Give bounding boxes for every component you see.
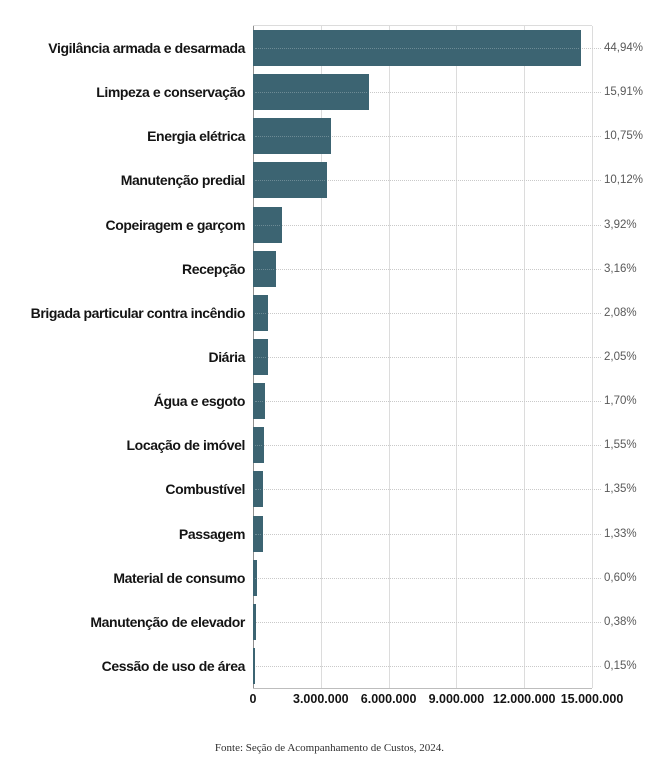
bar: [253, 559, 258, 596]
bar-row: Passagem 1,33%: [179, 512, 637, 556]
bar-row: Brigada particular contra incêndio 2,08%: [31, 291, 637, 335]
category-label: Vigilância armada e desarmada: [48, 40, 245, 57]
leader-line: [253, 180, 601, 182]
percent-label: 3,16%: [604, 262, 637, 275]
leader-line: [253, 621, 601, 623]
bar-row: Manutenção predial 10,12%: [121, 158, 643, 202]
category-label: Cessão de uso de área: [101, 658, 246, 675]
percent-label: 15,91%: [604, 86, 644, 99]
leader-line: [253, 136, 601, 138]
bar-row: Limpeza e conservação 15,91%: [96, 70, 643, 114]
plot-area: Vigilância armada e desarmada 44,94% Limpe…: [31, 25, 643, 689]
category-label: Combustível: [165, 481, 245, 498]
category-label: Brigada particular contra incêndio: [30, 304, 246, 321]
bar-row: Água e esgoto 1,70%: [154, 379, 637, 423]
bar: [253, 250, 277, 287]
percent-label: 44,94%: [604, 42, 644, 55]
leader-line: [253, 312, 601, 314]
x-axis: 0 3.000.000 6.000.000 9.000.000 12.000.000 15…: [249, 692, 624, 710]
category-label: Energia elétrica: [147, 128, 245, 145]
percent-label: 0,38%: [604, 615, 637, 628]
percent-label: 10,75%: [604, 130, 644, 143]
percent-label: 1,33%: [604, 527, 637, 540]
leader-line: [253, 577, 601, 579]
bar-row: Combustível 1,35%: [165, 467, 637, 511]
bar-row: Vigilância armada e desarmada 44,94%: [48, 26, 643, 70]
category-label: Manutenção de elevador: [90, 613, 245, 630]
category-label: Material de consumo: [113, 569, 245, 586]
percent-label: 1,35%: [604, 483, 637, 496]
leader-line: [253, 533, 601, 535]
leader-line: [253, 445, 601, 447]
x-tick-label: 12.000.000: [492, 692, 556, 706]
bar-row: Material de consumo 0,60%: [113, 556, 637, 600]
gridline: [524, 26, 526, 688]
x-tick-label: 3.000.000: [292, 692, 349, 706]
bar: [253, 162, 327, 199]
category-label: Manutenção predial: [120, 172, 246, 189]
gridline: [592, 26, 593, 688]
gridline: [456, 26, 458, 688]
percent-label: 3,92%: [604, 218, 637, 231]
category-label: Diária: [208, 349, 245, 366]
bar: [253, 383, 266, 420]
bar-row: Diária 2,05%: [208, 335, 637, 379]
percent-label: 1,70%: [604, 395, 637, 408]
bar: [253, 74, 370, 111]
bar: [253, 471, 263, 508]
bar-row: Recepção 3,16%: [182, 247, 637, 291]
bar-row: Locação de imóvel 1,55%: [127, 423, 637, 467]
bar: [253, 427, 265, 464]
bar-rows: Vigilância armada e desarmada 44,94% Limpe…: [31, 26, 643, 688]
bar: [253, 648, 255, 685]
leader-line: [253, 489, 601, 491]
category-label: Locação de imóvel: [126, 437, 246, 454]
gridline: [388, 26, 390, 688]
bar-row: Manutenção de elevador 0,38%: [90, 600, 637, 644]
category-label: Limpeza e conservação: [96, 84, 245, 101]
bar: [253, 30, 581, 67]
bar: [253, 118, 332, 155]
leader-line: [253, 666, 601, 668]
category-label: Água e esgoto: [153, 393, 246, 410]
bar-row: Energia elétrica 10,75%: [147, 114, 643, 158]
percent-label: 10,12%: [604, 174, 644, 187]
leader-line: [253, 268, 601, 270]
bar: [253, 515, 263, 552]
bar: [253, 603, 256, 640]
leader-line: [253, 224, 601, 226]
x-tick-label: 9.000.000: [428, 692, 485, 706]
percent-label: 2,05%: [604, 351, 637, 364]
leader-line: [253, 357, 601, 359]
bar: [253, 206, 282, 243]
leader-line: [253, 92, 601, 94]
bar-row: Cessão de uso de área 0,15%: [102, 644, 637, 688]
x-tick-label: 15.000.000: [560, 692, 624, 706]
category-label: Recepção: [182, 260, 245, 277]
source-note: Fonte: Seção de Acompanhamento de Custos…: [214, 742, 445, 754]
category-label: Passagem: [178, 525, 245, 542]
x-tick-label: 0: [249, 692, 257, 706]
bar-row: Copeiragem e garçom 3,92%: [106, 203, 637, 247]
percent-label: 0,15%: [604, 660, 637, 673]
percent-label: 0,60%: [604, 571, 637, 584]
category-label: Copeiragem e garçom: [105, 216, 246, 233]
bar: [253, 294, 269, 331]
x-tick-label: 6.000.000: [360, 692, 417, 706]
gridline: [320, 26, 322, 688]
percent-label: 2,08%: [604, 306, 637, 319]
percent-label: 1,55%: [604, 439, 637, 452]
bar: [253, 339, 268, 376]
leader-line: [253, 401, 601, 403]
